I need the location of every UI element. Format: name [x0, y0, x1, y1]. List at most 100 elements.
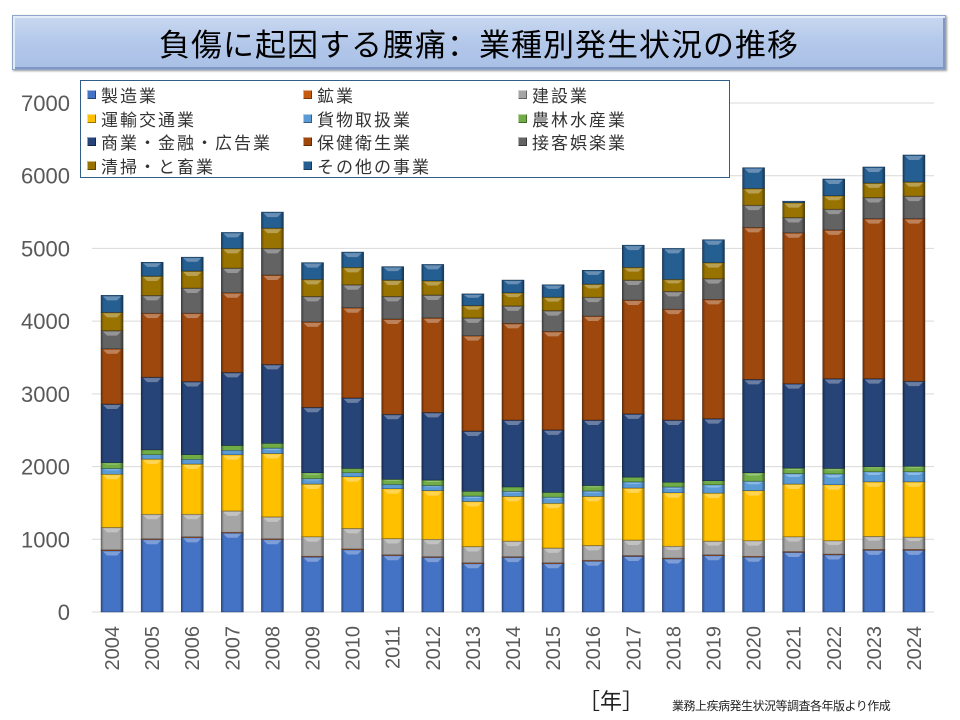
bar-bevel	[263, 275, 282, 280]
bar-bevel	[744, 473, 763, 476]
bar-stack-2008	[261, 211, 284, 613]
legend-label: 貨物取扱業	[317, 110, 412, 131]
legend-label: 保健衛生業	[317, 134, 412, 155]
bar-segment	[261, 447, 284, 454]
bar-bevel	[143, 378, 162, 383]
bar-segment	[702, 492, 725, 542]
x-tick-label: 2007	[222, 626, 244, 671]
x-tick-label: 2014	[503, 626, 525, 671]
bar-segment	[581, 419, 605, 486]
bar-bevel	[423, 413, 442, 418]
bar-segment	[100, 473, 124, 528]
bar-bevel	[103, 296, 122, 301]
bar-bevel	[423, 540, 442, 545]
legend-label: 農林水産業	[532, 110, 627, 131]
y-axis-ticks: 0 1000 2000 3000 4000 5000 6000 7000	[21, 91, 70, 625]
source-note: 業務上疾病発生状況等調査各年版より作成	[672, 699, 891, 713]
x-tick-label: 2013	[463, 626, 485, 671]
bar-bevel	[463, 547, 482, 552]
legend-item: 接客娯楽業	[518, 130, 718, 154]
bar-bevel	[183, 538, 202, 543]
bar-stack-2004	[100, 295, 124, 613]
bar-segment	[581, 485, 605, 492]
bar-bevel	[303, 408, 322, 413]
bar-bevel	[103, 349, 122, 354]
legend-swatch	[87, 90, 96, 100]
bar-segment	[702, 555, 725, 613]
bar-segment	[782, 200, 805, 203]
x-tick-label: 2008	[262, 626, 284, 671]
bar-segment	[622, 244, 645, 268]
legend-item: 商業・金融・広告業	[87, 130, 303, 154]
bar-segment	[100, 403, 124, 463]
bar-bevel	[744, 206, 763, 211]
bar-bevel	[103, 469, 122, 471]
legend-item: 清掃・と畜業	[87, 154, 303, 178]
bar-segment	[662, 481, 685, 488]
bar-bevel	[864, 550, 883, 555]
bar-segment	[622, 555, 645, 613]
bar-segment	[822, 484, 846, 541]
bar-bevel	[383, 480, 402, 481]
bar-segment	[341, 307, 364, 399]
bar-stack-2020	[742, 167, 765, 613]
bar-bevel	[263, 229, 282, 234]
bar-segment	[461, 293, 485, 306]
bar-bevel	[824, 196, 843, 201]
bar-bevel	[824, 469, 843, 471]
bar-bevel	[824, 230, 843, 235]
bar-bevel	[744, 228, 763, 233]
bar-segment	[461, 563, 485, 613]
bar-segment	[822, 229, 846, 379]
bar-segment	[180, 459, 204, 465]
bar-bevel	[423, 481, 442, 482]
bar-stack-2018	[662, 248, 685, 613]
bar-segment	[782, 383, 805, 469]
bar-bevel	[664, 310, 683, 315]
bar-segment	[421, 485, 445, 491]
bar-segment	[421, 556, 445, 613]
bar-bevel	[864, 537, 883, 541]
bar-segment	[501, 486, 525, 492]
legend-swatch	[87, 137, 96, 147]
bar-stack-2024	[902, 154, 926, 613]
bar-segment	[541, 563, 565, 613]
legend-swatch	[303, 113, 312, 123]
bar-segment	[341, 476, 364, 529]
bar-bevel	[343, 550, 362, 555]
bar-bevel	[343, 529, 362, 534]
bar-bevel	[183, 258, 202, 262]
bar-segment	[180, 463, 204, 515]
bar-segment	[301, 407, 324, 474]
bar-bevel	[584, 491, 603, 493]
bar-bevel	[624, 489, 643, 494]
bar-bevel	[704, 419, 723, 424]
bar-bevel	[223, 233, 242, 238]
bar-bevel	[423, 281, 442, 286]
bar-segment	[541, 492, 565, 498]
bar-bevel	[504, 293, 522, 298]
bar-segment	[421, 412, 445, 481]
bar-bevel	[343, 477, 362, 482]
bar-bevel	[544, 332, 563, 337]
bar-bevel	[744, 541, 763, 546]
bar-segment	[180, 381, 204, 455]
bar-bevel	[584, 546, 603, 551]
bar-segment	[702, 239, 725, 263]
bar-segment	[221, 449, 244, 456]
y-tick-label: 2000	[21, 455, 70, 480]
bar-bevel	[904, 538, 923, 542]
bar-bevel	[824, 541, 843, 546]
bar-segment	[702, 480, 725, 485]
bar-bevel	[864, 467, 883, 469]
bar-bevel	[904, 219, 923, 224]
bar-segment	[702, 418, 725, 482]
bar-bevel	[303, 473, 322, 475]
bar-bevel	[584, 421, 603, 426]
legend-label: 製造業	[101, 87, 158, 108]
chart-title: 負傷に起因する腰痛：業種別発生状況の推移	[159, 28, 799, 64]
bar-segment	[381, 488, 404, 539]
y-tick-label: 3000	[21, 382, 70, 407]
y-tick-label: 6000	[21, 164, 70, 189]
bar-segment	[261, 539, 284, 613]
